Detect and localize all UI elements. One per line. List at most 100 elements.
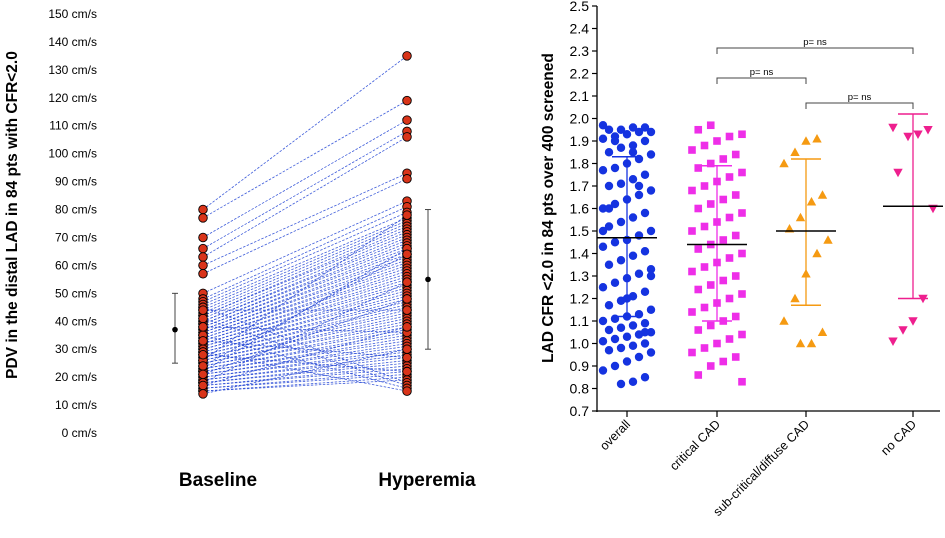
right-tick-label: 0.8 [570, 381, 590, 397]
baseline-point [198, 313, 208, 324]
overall-point [622, 130, 632, 139]
paired-line [202, 231, 408, 317]
critical-cad-point [706, 362, 715, 370]
paired-line [202, 253, 408, 331]
right-tick-label: 1.1 [570, 313, 590, 329]
sub-critical-diffuse-cad-point [779, 316, 789, 325]
hyperemia-point [402, 210, 412, 220]
critical-cad-point [694, 125, 703, 134]
critical-cad-point [731, 191, 740, 199]
paired-line [202, 320, 408, 364]
paired-line [202, 326, 408, 367]
paired-line [202, 287, 408, 347]
no-cad-point [898, 326, 908, 335]
paired-line [202, 234, 408, 319]
paired-line [202, 334, 408, 370]
sub-critical-diffuse-cad-point [817, 327, 828, 336]
hyperemia-point [402, 95, 412, 106]
overall-point [616, 217, 626, 227]
right-tick-label: 2.1 [570, 88, 590, 104]
overall-point [646, 305, 656, 314]
critical-cad-point [706, 159, 715, 168]
critical-cad-point [719, 357, 728, 366]
paired-line [202, 379, 408, 392]
overall-point [646, 226, 656, 236]
cfr-panel: LAD CFR <2.0 in 84 pts over 400 screened… [540, 0, 943, 519]
sub-critical-diffuse-cad-point [823, 235, 833, 244]
paired-line [202, 281, 408, 384]
critical-cad-point [725, 294, 734, 303]
overall-point [610, 238, 620, 247]
bracket-critical-cad-vs-no-cad [716, 47, 914, 54]
paired-line [202, 119, 408, 238]
overall-point [628, 148, 638, 157]
no-cad-point [893, 168, 903, 178]
no-cad-point [903, 132, 913, 142]
paired-line [202, 281, 408, 344]
overall-point [634, 190, 644, 200]
overall-point [616, 256, 626, 265]
x-label-overall: overall [597, 417, 633, 453]
summary-whiskers [172, 209, 431, 364]
x-label-hyperemia: Hyperemia [378, 470, 476, 491]
overall-point [628, 175, 638, 184]
critical-cad-point [688, 348, 696, 357]
overall-point [646, 127, 656, 137]
paired-line [202, 100, 408, 219]
baseline-point [198, 380, 208, 391]
overall-point [616, 343, 626, 353]
paired-line [202, 373, 408, 389]
paired-line [202, 326, 408, 386]
sub-critical-diffuse-cad-point [812, 134, 822, 143]
overall-point [646, 348, 656, 357]
paired-line [202, 284, 408, 344]
sub-critical-diffuse-cad-point [790, 293, 800, 303]
paired-line [202, 130, 408, 249]
no-cad-point [888, 123, 898, 133]
paired-line [202, 346, 408, 375]
overall-point [628, 251, 638, 260]
critical-cad-point [713, 339, 721, 348]
overall-point [604, 125, 614, 134]
overall-point [634, 127, 644, 137]
paired-line [202, 362, 408, 384]
overall-point [640, 136, 650, 146]
baseline-point [198, 269, 208, 279]
left-tick-label: 50 cm/s [55, 286, 97, 300]
paired-line [202, 332, 408, 370]
overall-point [604, 301, 614, 310]
baseline-point [198, 213, 208, 223]
sub-critical-diffuse-cad-point [790, 147, 800, 156]
overall-point [628, 341, 638, 350]
paired-line [202, 295, 408, 350]
paired-line [202, 211, 408, 303]
paired-line [202, 323, 408, 364]
overall-point [646, 150, 656, 159]
right-tick-label: 0.9 [570, 358, 590, 374]
critical-cad-point [700, 344, 709, 352]
paired-line [202, 55, 408, 210]
critical-cad-point [688, 186, 696, 195]
sub-critical-diffuse-cad-point [806, 338, 817, 348]
overall-point [640, 208, 650, 218]
critical-cad-point [725, 173, 734, 181]
cfr-summary-bars [597, 113, 943, 322]
overall-point [598, 283, 608, 292]
critical-cad-point [738, 290, 746, 298]
right-tick-label: 0.7 [570, 403, 590, 419]
paired-line [202, 329, 408, 367]
overall-point [616, 143, 626, 152]
critical-cad-point [731, 231, 740, 240]
critical-cad-point [738, 377, 746, 386]
paired-line [202, 206, 408, 300]
right-tick-label: 1.3 [570, 268, 590, 284]
overall-point [640, 123, 650, 132]
baseline-point [198, 305, 208, 315]
bracket-critical-cad-vs-sub-critical-diffuse-cad [716, 77, 807, 84]
hyperemia-point [402, 115, 412, 125]
critical-cad-point [731, 272, 740, 280]
paired-line [202, 309, 408, 358]
paired-line [202, 200, 408, 294]
paired-line [202, 225, 408, 314]
